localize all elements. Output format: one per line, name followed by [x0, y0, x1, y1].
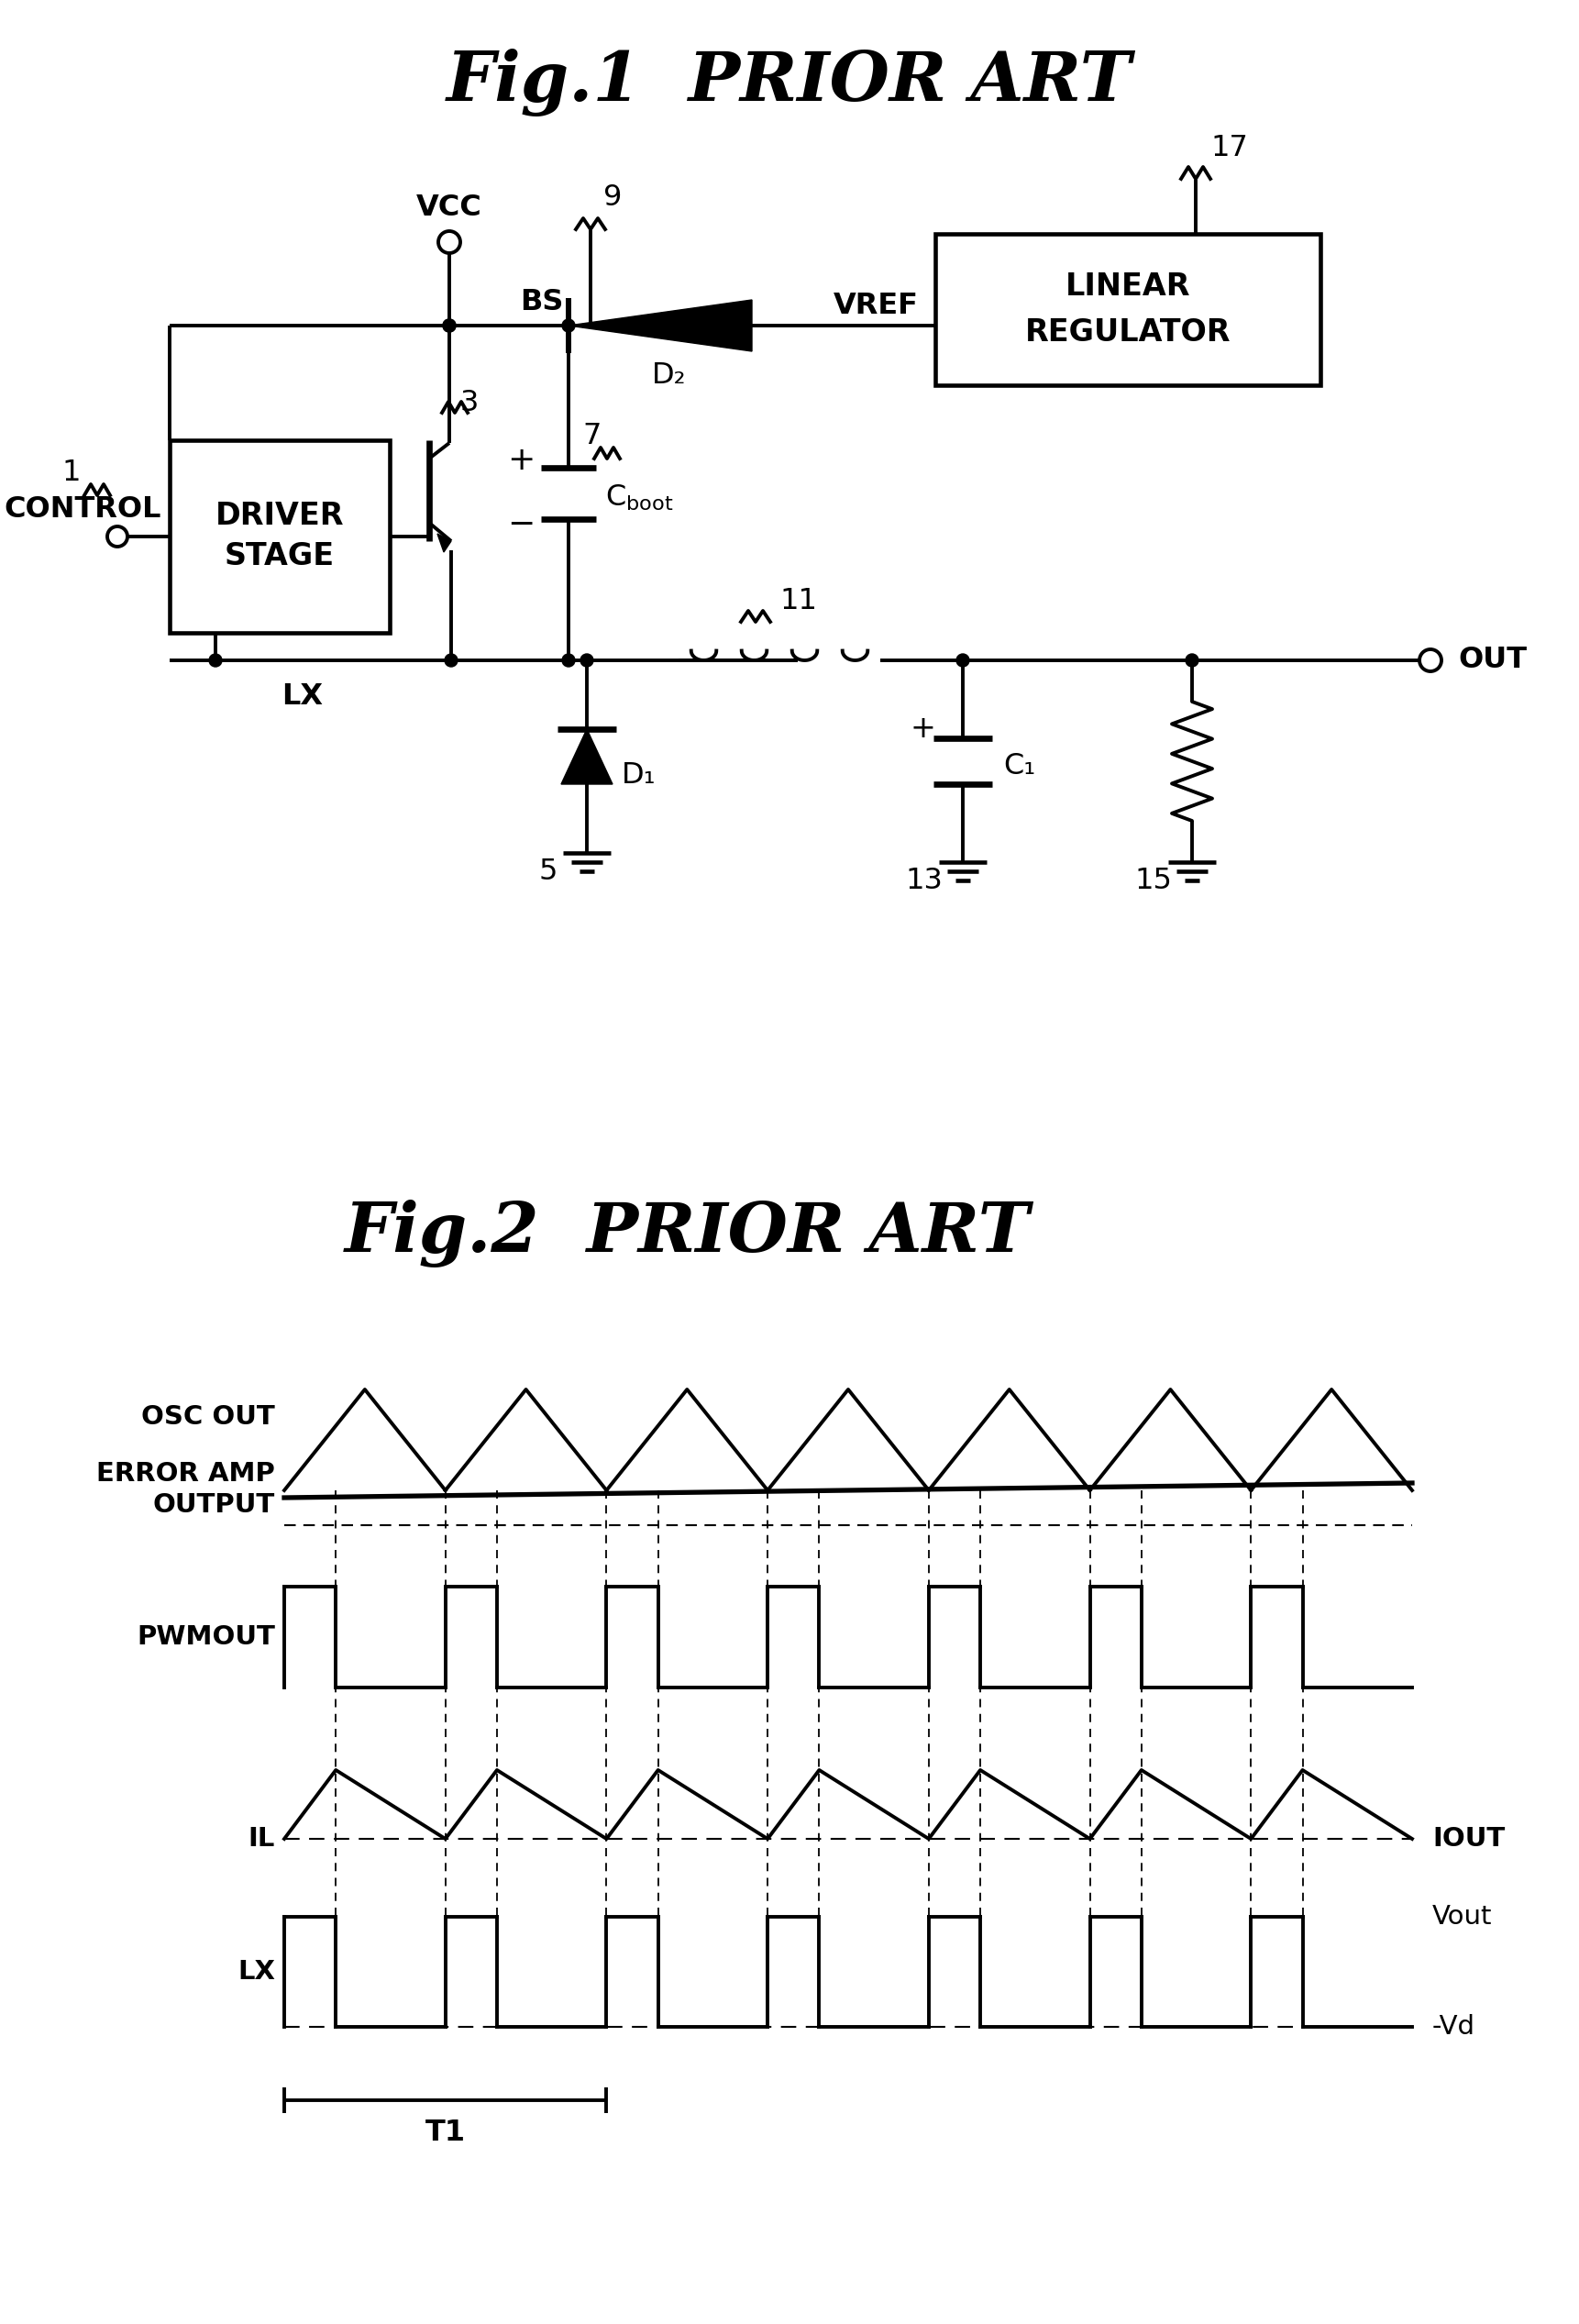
- Circle shape: [957, 653, 970, 667]
- Text: CONTROL: CONTROL: [3, 495, 161, 525]
- Text: OUT: OUT: [1457, 646, 1527, 674]
- Text: LINEAR: LINEAR: [1066, 272, 1191, 302]
- Text: IL: IL: [248, 1827, 275, 1852]
- Bar: [169, 439, 390, 632]
- Circle shape: [1186, 653, 1198, 667]
- Text: VREF: VREF: [834, 290, 919, 321]
- Text: D₂: D₂: [652, 363, 687, 390]
- Text: −: −: [507, 509, 535, 541]
- Text: 5: 5: [538, 858, 557, 885]
- Text: LX: LX: [237, 1959, 275, 1985]
- Text: Vout: Vout: [1432, 1903, 1492, 1929]
- Circle shape: [442, 318, 456, 332]
- Circle shape: [208, 653, 223, 667]
- Text: ERROR AMP: ERROR AMP: [96, 1462, 275, 1487]
- Text: C$_\mathrm{boot}$: C$_\mathrm{boot}$: [605, 483, 674, 511]
- Text: T1: T1: [425, 2117, 466, 2147]
- Circle shape: [581, 653, 594, 667]
- Text: 11: 11: [780, 586, 816, 616]
- Text: 1: 1: [62, 458, 81, 486]
- Text: DRIVER: DRIVER: [215, 502, 344, 532]
- Text: -Vd: -Vd: [1432, 2015, 1475, 2040]
- Text: D₁: D₁: [622, 760, 657, 790]
- Polygon shape: [437, 535, 452, 553]
- Text: STAGE: STAGE: [224, 541, 335, 572]
- Circle shape: [442, 318, 456, 332]
- Text: BS: BS: [521, 288, 564, 316]
- Text: 9: 9: [603, 184, 622, 211]
- Text: Fig.2  PRIOR ART: Fig.2 PRIOR ART: [344, 1199, 1031, 1267]
- Text: PWMOUT: PWMOUT: [137, 1624, 275, 1650]
- Text: 13: 13: [905, 867, 943, 895]
- Text: 7: 7: [583, 423, 602, 451]
- Text: OSC OUT: OSC OUT: [142, 1404, 275, 1429]
- Polygon shape: [568, 300, 752, 351]
- Text: REGULATOR: REGULATOR: [1025, 318, 1230, 349]
- Text: IOUT: IOUT: [1432, 1827, 1505, 1852]
- Circle shape: [562, 318, 575, 332]
- Text: LX: LX: [283, 683, 324, 711]
- Circle shape: [562, 653, 575, 667]
- Text: Fig.1  PRIOR ART: Fig.1 PRIOR ART: [447, 49, 1132, 116]
- Text: C₁: C₁: [1003, 751, 1036, 781]
- Text: 3: 3: [459, 390, 478, 418]
- Text: 15: 15: [1135, 867, 1172, 895]
- Text: OUTPUT: OUTPUT: [153, 1492, 275, 1518]
- Text: +: +: [507, 446, 535, 476]
- Polygon shape: [561, 730, 613, 783]
- Text: 17: 17: [1211, 135, 1247, 163]
- Text: +: +: [910, 713, 935, 744]
- Circle shape: [445, 653, 458, 667]
- Text: VCC: VCC: [417, 193, 482, 223]
- Bar: [935, 235, 1320, 386]
